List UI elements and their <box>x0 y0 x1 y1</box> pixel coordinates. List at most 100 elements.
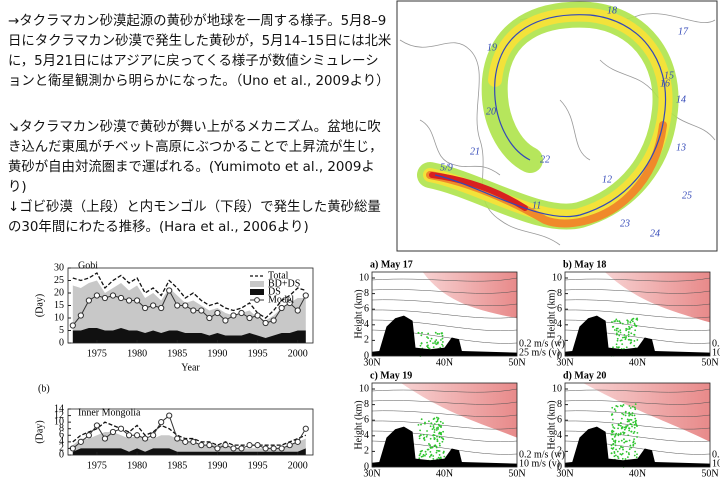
w-scale-label: 0.2 m/s (w) <box>712 338 720 349</box>
dust-dot <box>434 331 437 334</box>
y-tick-label: 0 <box>557 350 562 361</box>
dust-concentration <box>604 272 710 323</box>
dust-dot <box>418 437 421 440</box>
dust-dot <box>436 420 439 423</box>
dust-dot <box>427 448 430 451</box>
model-point <box>230 312 237 319</box>
dust-dot <box>628 413 631 415</box>
contour <box>564 388 711 393</box>
map-day-label: 17 <box>678 26 689 37</box>
y-axis-label: Height (km) <box>353 289 364 338</box>
y-tick-label: 2 <box>364 335 369 346</box>
y-axis-label: Height (km) <box>546 289 557 338</box>
dust-dot <box>617 457 620 460</box>
model-point <box>302 292 309 299</box>
dust-dot <box>628 325 630 328</box>
legend-label: Model <box>268 294 294 305</box>
contour <box>371 319 518 331</box>
dust-dot <box>441 440 444 443</box>
x-tick-label: 30N <box>363 357 380 368</box>
y-axis-label: (Day) <box>34 420 45 443</box>
model-point <box>294 307 301 314</box>
dust-dot <box>435 416 438 419</box>
dust-dot <box>635 456 638 459</box>
dust-dot <box>630 332 633 335</box>
dust-dot <box>616 455 619 458</box>
dust-dot <box>433 444 436 447</box>
y-tick-label: 6 <box>364 414 369 425</box>
x-axis-label: Year <box>181 362 200 373</box>
panel-title: c) May 19 <box>370 370 412 381</box>
contour <box>371 420 518 430</box>
dust-dot <box>634 417 637 420</box>
dust-dot <box>441 334 444 337</box>
dust-dot <box>632 443 635 446</box>
w-scale-label: 0.2 m/s (w) <box>519 449 565 460</box>
y-tick-label: 6 <box>557 303 562 314</box>
y-tick-label: 8 <box>364 399 369 410</box>
dust-dot <box>623 334 626 336</box>
model-point <box>166 287 173 294</box>
map-day-label: 24 <box>650 228 660 239</box>
dust-dot <box>627 335 630 338</box>
dust-dot <box>623 438 625 441</box>
y-tick-label: 2 <box>59 443 64 454</box>
dust-dot <box>612 346 614 349</box>
dust-dot <box>610 452 613 455</box>
x-tick-label: 30N <box>556 468 573 479</box>
dust-dot <box>429 444 431 447</box>
dust-dot <box>630 418 633 421</box>
dust-dot <box>435 339 438 341</box>
x-tick-label: 1990 <box>207 460 227 471</box>
dust-dot <box>431 428 434 431</box>
dust-dot <box>628 338 631 341</box>
x-tick-label: 30N <box>556 357 573 368</box>
dust-dot <box>429 425 432 428</box>
dust-dot <box>420 342 423 345</box>
dust-dot <box>420 455 423 458</box>
y-tick-label: 2 <box>364 446 369 457</box>
dust-dot <box>628 411 631 414</box>
dust-dot <box>629 444 632 447</box>
dust-dot <box>619 424 622 427</box>
dust-dot <box>441 337 444 340</box>
dust-dot <box>614 440 617 443</box>
dust-dot <box>622 413 625 416</box>
map-day-label: 18 <box>607 5 617 16</box>
dust-dot <box>627 328 629 331</box>
dust-dot <box>621 446 624 449</box>
dust-dot <box>426 434 429 436</box>
map-day-label: 13 <box>676 142 686 153</box>
model-point <box>230 445 237 452</box>
dust-dot <box>615 343 618 346</box>
map-day-label: 22 <box>540 154 550 165</box>
model-point <box>158 419 165 426</box>
dust-dot <box>627 434 630 437</box>
model-point <box>69 322 76 329</box>
dust-dot <box>420 334 423 337</box>
dust-dot <box>615 333 618 336</box>
dust-dot <box>621 343 624 346</box>
dust-dot <box>618 440 620 443</box>
model-point <box>302 425 309 432</box>
dust-dot <box>625 346 628 349</box>
dust-dot <box>420 418 423 421</box>
dust-dot <box>436 440 439 442</box>
dust-dot <box>615 432 618 435</box>
map-day-label: 11 <box>532 200 541 211</box>
section-frame <box>564 382 711 468</box>
dust-dot <box>433 437 436 440</box>
terrain <box>372 315 517 356</box>
model-point <box>133 432 141 439</box>
map-day-label: 21 <box>470 146 480 157</box>
x-tick-label: 40N <box>436 468 453 479</box>
dust-dot <box>632 441 635 444</box>
map-day-label: 15 <box>664 70 674 81</box>
dust-dot <box>425 453 428 456</box>
model-point <box>182 302 189 309</box>
contour <box>564 309 711 319</box>
x-tick-label: 40N <box>629 468 646 479</box>
dust-dot <box>635 318 638 321</box>
x-tick-label: 30N <box>363 468 380 479</box>
